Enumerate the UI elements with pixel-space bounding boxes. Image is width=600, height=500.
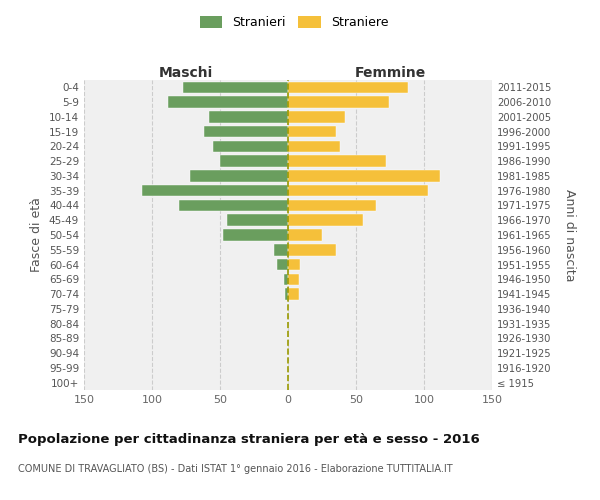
Bar	[288, 140, 340, 152]
Bar	[274, 244, 288, 256]
Bar	[288, 82, 407, 93]
Bar	[203, 126, 288, 138]
Bar	[213, 140, 288, 152]
Bar	[284, 274, 288, 285]
Bar	[288, 259, 300, 270]
Bar	[288, 229, 322, 241]
Bar	[288, 244, 335, 256]
Bar	[288, 274, 299, 285]
Bar	[288, 185, 428, 196]
Y-axis label: Anni di nascita: Anni di nascita	[563, 188, 577, 281]
Bar	[288, 96, 389, 108]
Bar	[209, 111, 288, 122]
Bar	[288, 111, 345, 122]
Text: Maschi: Maschi	[159, 66, 213, 80]
Bar	[285, 288, 288, 300]
Text: Popolazione per cittadinanza straniera per età e sesso - 2016: Popolazione per cittadinanza straniera p…	[18, 432, 480, 446]
Bar	[223, 229, 288, 241]
Text: COMUNE DI TRAVAGLIATO (BS) - Dati ISTAT 1° gennaio 2016 - Elaborazione TUTTITALI: COMUNE DI TRAVAGLIATO (BS) - Dati ISTAT …	[18, 464, 452, 474]
Bar	[288, 156, 386, 167]
Bar	[288, 288, 299, 300]
Legend: Stranieri, Straniere: Stranieri, Straniere	[195, 11, 393, 34]
Bar	[169, 96, 288, 108]
Bar	[288, 214, 363, 226]
Bar	[288, 126, 335, 138]
Bar	[142, 185, 288, 196]
Bar	[288, 200, 376, 211]
Bar	[179, 200, 288, 211]
Y-axis label: Fasce di età: Fasce di età	[31, 198, 43, 272]
Bar	[183, 82, 288, 93]
Bar	[190, 170, 288, 181]
Bar	[288, 170, 440, 181]
Bar	[227, 214, 288, 226]
Bar	[277, 259, 288, 270]
Text: Femmine: Femmine	[355, 66, 425, 80]
Bar	[220, 156, 288, 167]
